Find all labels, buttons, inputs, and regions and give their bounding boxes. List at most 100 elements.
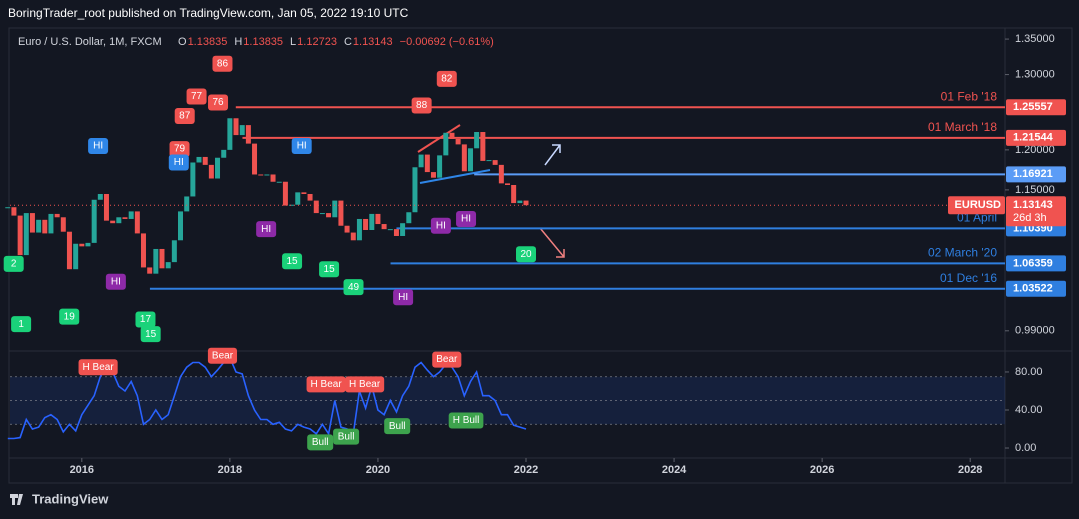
marker: 79 <box>169 141 190 158</box>
marker-box <box>345 376 385 393</box>
candle <box>17 215 23 256</box>
candle <box>480 132 486 161</box>
candle <box>270 174 276 182</box>
candle <box>73 243 79 270</box>
candle <box>165 262 171 269</box>
marker-label: Bull <box>389 421 406 432</box>
y-tick-label: 1.30000 <box>1015 68 1055 80</box>
marker: 76 <box>208 94 229 111</box>
price-label: 1.21544 <box>1013 132 1054 144</box>
marker-box <box>343 279 364 296</box>
marker: 15 <box>282 253 303 270</box>
change: −0.00692 (−0.61%) <box>400 36 494 48</box>
ohlc-value: 1.13143 <box>353 36 393 48</box>
candle <box>424 154 430 173</box>
candle <box>381 224 387 230</box>
marker: 2 <box>3 255 24 272</box>
price-label-box <box>1006 255 1066 272</box>
price-label-box <box>1006 166 1066 183</box>
candle <box>159 248 165 269</box>
candle <box>239 125 245 136</box>
candle <box>177 211 183 241</box>
candle <box>97 193 103 200</box>
candle <box>79 243 85 247</box>
candle <box>134 211 140 234</box>
x-tick-label: 2016 <box>70 464 94 476</box>
candle <box>307 193 313 201</box>
candle <box>387 229 393 231</box>
marker-box <box>105 273 126 290</box>
marker: HI <box>456 210 477 227</box>
marker: 20 <box>516 246 537 263</box>
marker-box <box>11 316 32 333</box>
marker-label: 1 <box>18 319 24 330</box>
candle <box>313 200 319 214</box>
marker-box <box>3 255 24 272</box>
candle <box>202 156 208 165</box>
candle <box>264 174 270 176</box>
arrow <box>544 144 561 166</box>
marker: 77 <box>186 88 207 105</box>
candle <box>29 213 35 233</box>
candle <box>326 213 332 218</box>
marker-box <box>168 154 189 171</box>
marker-label: HI <box>398 292 408 303</box>
marker-label: 88 <box>416 100 428 111</box>
candle <box>54 213 60 218</box>
candle <box>85 242 91 247</box>
marker: HI <box>256 221 277 238</box>
marker-label: 87 <box>179 111 191 122</box>
marker-box <box>456 210 477 227</box>
x-tick-label: 2026 <box>810 464 834 476</box>
marker-label: Bear <box>436 354 458 365</box>
ohlc-label: C <box>344 36 352 48</box>
publisher: BoringTrader_root published on TradingVi… <box>8 6 409 20</box>
arrow <box>539 227 565 258</box>
marker: HI <box>430 217 451 234</box>
candle <box>375 213 381 225</box>
candle <box>103 193 109 221</box>
candle <box>276 181 282 183</box>
candle <box>356 218 362 241</box>
marker-label: 86 <box>217 58 229 69</box>
candle <box>363 218 369 230</box>
candle <box>227 118 233 150</box>
candle <box>140 233 146 268</box>
marker: HI <box>291 137 312 154</box>
marker-label: HI <box>436 220 446 231</box>
marker-label: 19 <box>64 311 76 322</box>
marker: 15 <box>140 326 161 343</box>
candle <box>498 164 504 184</box>
marker-box <box>306 376 346 393</box>
price-label: 1.03522 <box>1013 283 1053 295</box>
marker-box <box>186 88 207 105</box>
candle <box>252 143 258 175</box>
candle <box>153 248 159 274</box>
price-label-box <box>1006 129 1066 146</box>
candle <box>295 192 301 205</box>
candle <box>23 213 29 256</box>
candle <box>369 213 375 230</box>
marker-label: 77 <box>191 91 203 102</box>
marker-label: Bull <box>338 431 355 442</box>
marker-label: Bull <box>312 437 329 448</box>
x-tick-label: 2020 <box>366 464 390 476</box>
marker-label: HI <box>93 141 103 152</box>
price-line-label: 01 Dec '16 <box>940 271 997 285</box>
candle <box>400 223 406 236</box>
marker-box <box>169 141 190 158</box>
marker-box <box>307 434 334 451</box>
marker-label: HI <box>261 224 271 235</box>
marker-box <box>174 107 195 124</box>
marker-label: 15 <box>145 329 157 340</box>
y-tick-label: 1.35000 <box>1015 33 1055 45</box>
marker-box <box>384 418 411 435</box>
marker: 49 <box>343 279 364 296</box>
marker-label: 15 <box>324 264 336 275</box>
candle <box>233 118 239 136</box>
marker: 88 <box>411 97 432 114</box>
candle <box>319 213 325 215</box>
marker-label: HI <box>174 157 184 168</box>
candle <box>66 231 72 270</box>
